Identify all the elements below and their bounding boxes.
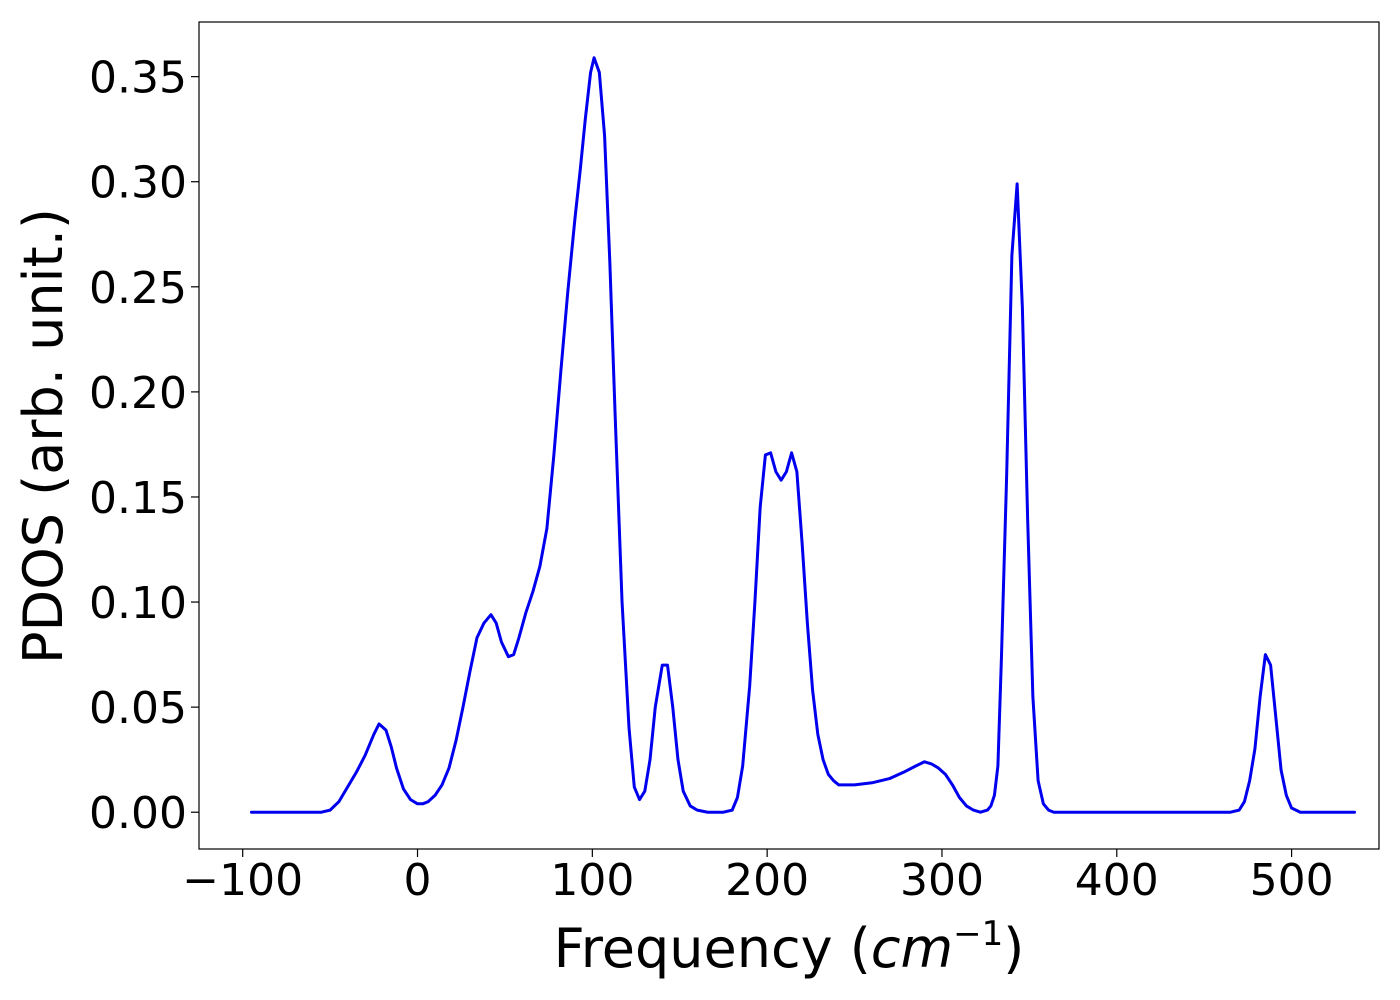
x-axis-label: Frequency (cm−1) [554, 914, 1025, 980]
y-tick-label: 0.35 [89, 53, 187, 104]
y-axis-label: PDOS (arb. unit.) [12, 208, 75, 664]
plot-area-frame [198, 21, 1380, 850]
y-tick-label: 0.10 [89, 578, 187, 629]
ticks-layer: −100 0 100 200 300 400 500 0.00 0.05 0.10 0.15 0.20… [89, 53, 1334, 906]
y-tick-label: 0.30 [89, 158, 187, 209]
x-tick-label: 100 [550, 855, 634, 906]
x-tick-label: 200 [725, 855, 809, 906]
y-tick-label: 0.20 [89, 368, 187, 419]
y-tick-label: 0.15 [89, 473, 187, 524]
pdos-series-line [249, 56, 1357, 814]
x-tick-label: 0 [404, 855, 432, 906]
x-tick-label: 400 [1075, 855, 1159, 906]
x-tick-label: 500 [1250, 855, 1334, 906]
y-tick-label: 0.05 [89, 683, 187, 734]
y-tick-label: 0.00 [89, 788, 187, 839]
y-tick-label: 0.25 [89, 263, 187, 314]
x-tick-label: 300 [900, 855, 984, 906]
x-tick-label: −100 [182, 855, 303, 906]
